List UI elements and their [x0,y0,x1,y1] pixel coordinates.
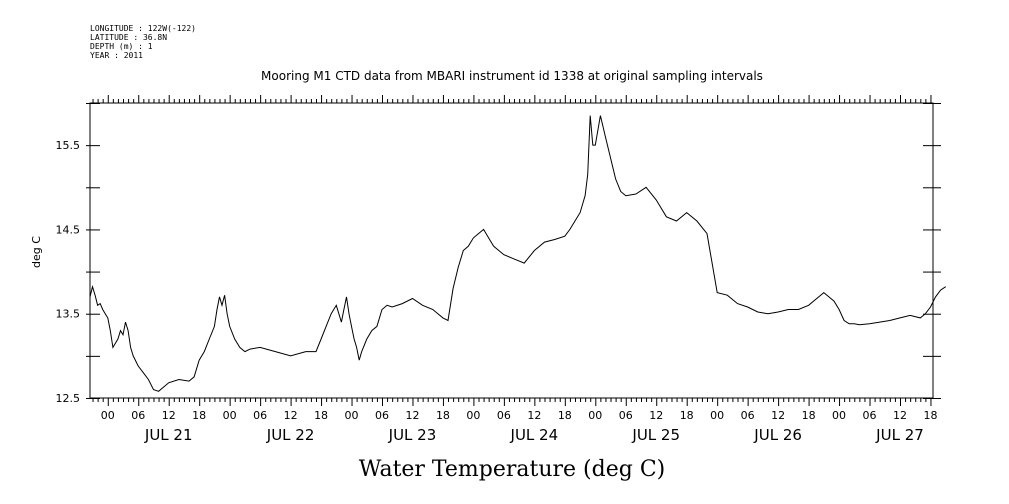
x-tick-label: 06 [619,409,633,422]
x-date-label: JUL 22 [266,426,315,444]
y-tick-label: 15.5 [56,139,81,152]
x-tick-label: 18 [192,409,206,422]
x-tick-label: 06 [375,409,389,422]
y-tick-label: 14.5 [56,223,81,236]
meta-depth: DEPTH (m) : 1 [90,42,153,51]
chart-title: Mooring M1 CTD data from MBARI instrumen… [261,69,763,83]
temperature-series-line [89,115,946,392]
x-tick-label: 12 [893,409,907,422]
x-tick-label: 00 [466,409,480,422]
y-tick-label: 13.5 [56,308,81,321]
x-tick-label: 00 [101,409,115,422]
x-tick-label: 18 [436,409,450,422]
x-tick-label: 18 [923,409,937,422]
x-tick-label: 06 [253,409,267,422]
meta-longitude: LONGITUDE : 122W(-122) [90,24,196,33]
y-tick-label: 12.5 [56,392,81,405]
x-date-label: JUL 24 [510,426,559,444]
x-tick-label: 18 [558,409,572,422]
x-tick-label: 12 [649,409,663,422]
x-tick-label: 00 [710,409,724,422]
plot-frame [89,102,934,399]
x-tick-label: 12 [405,409,419,422]
x-date-label: JUL 27 [875,426,924,444]
x-tick-label: 12 [771,409,785,422]
x-date-label: JUL 26 [753,426,802,444]
x-tick-label: 06 [863,409,877,422]
meta-year: YEAR : 2011 [90,51,143,60]
axis-ticks [86,95,941,406]
x-tick-label: 06 [741,409,755,422]
x-tick-label: 12 [527,409,541,422]
x-tick-label: 18 [802,409,816,422]
x-tick-label: 06 [497,409,511,422]
x-tick-label: 12 [284,409,298,422]
x-date-label: JUL 21 [144,426,193,444]
x-tick-label: 00 [223,409,237,422]
axis-tick-labels: 00 06 12 18 00 06 12 18 00 06 12 18 00 06 12 18 00 06 12 18… [56,139,938,444]
x-tick-label: 18 [314,409,328,422]
x-tick-label: 00 [345,409,359,422]
y-axis-label: deg C [30,236,43,268]
x-tick-label: 18 [680,409,694,422]
metadata-block: LONGITUDE : 122W(-122) LATITUDE : 36.8N … [90,24,196,60]
x-tick-label: 06 [131,409,145,422]
x-tick-label: 12 [162,409,176,422]
x-date-label: JUL 25 [631,426,680,444]
x-tick-label: 00 [588,409,602,422]
x-tick-label: 00 [832,409,846,422]
meta-latitude: LATITUDE : 36.8N [90,33,167,42]
x-date-label: JUL 23 [388,426,437,444]
x-axis-title: Water Temperature (deg C) [359,457,666,482]
